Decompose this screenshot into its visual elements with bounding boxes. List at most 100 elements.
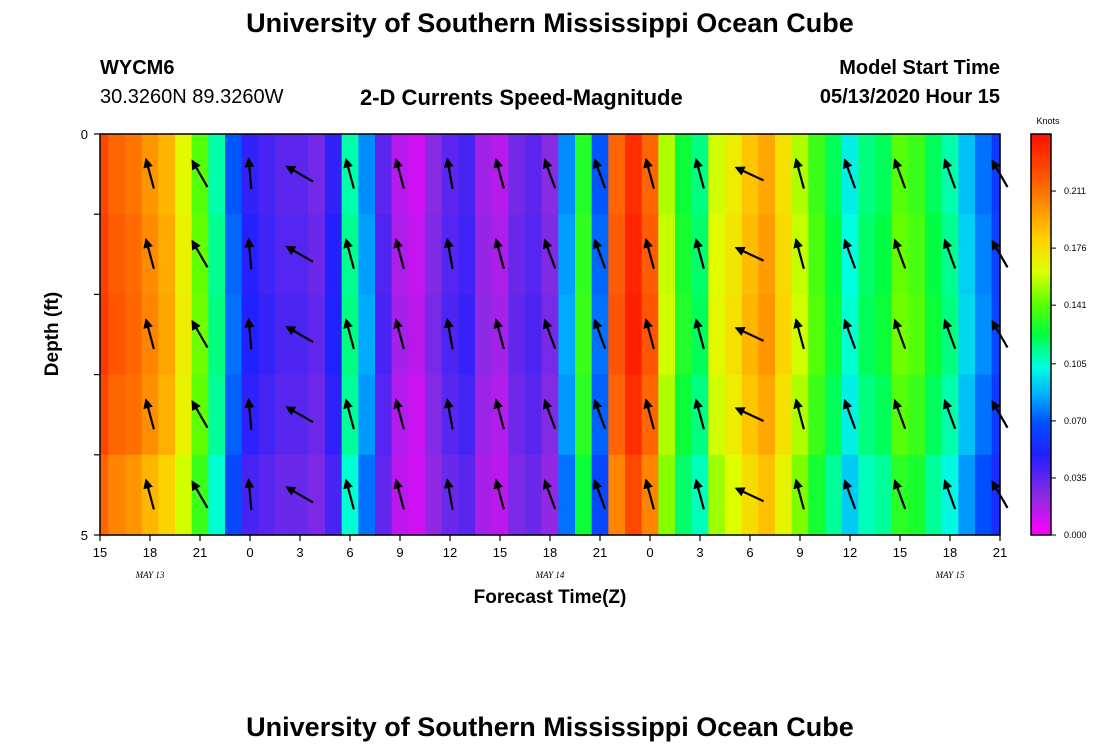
heatmap-cell [625, 214, 643, 295]
current-vector-arrow [942, 318, 957, 349]
heatmap-cell [625, 374, 643, 456]
heatmap-cell [575, 374, 593, 456]
heatmap-cell [775, 454, 793, 536]
heatmap-cell [808, 454, 826, 536]
heatmap-cell [925, 294, 943, 376]
current-vector-arrow [793, 398, 805, 430]
heatmap-cell [208, 294, 226, 376]
heatmap-cell [925, 214, 943, 295]
heatmap-cell [100, 454, 109, 536]
heatmap-cell [758, 214, 776, 295]
heatmap-cell [100, 374, 109, 456]
heatmap-cell [175, 374, 193, 456]
heatmap-cell [425, 134, 443, 215]
colorbar-tick-label: 0.176 [1064, 243, 1087, 253]
current-vector-arrow [493, 157, 505, 189]
heatmap-cell [275, 374, 293, 456]
heatmap-cell [958, 134, 976, 215]
current-vector-arrow [393, 398, 405, 430]
heatmap-cell [108, 134, 126, 215]
current-vector-arrow [143, 318, 155, 350]
heatmap-cell [908, 374, 926, 456]
heatmap-cell [675, 374, 693, 456]
colorbar-title: Knots [1036, 116, 1060, 126]
heatmap-cell [625, 134, 643, 215]
x-tick-label: 18 [143, 545, 157, 560]
current-vector-arrow [734, 487, 765, 503]
heatmap-cell [508, 454, 526, 536]
heatmap-cell [100, 134, 109, 215]
heatmap-cell [608, 294, 626, 376]
heatmap-cell [308, 374, 326, 456]
y-tick-label: 5 [81, 528, 88, 543]
heatmap-cell [991, 134, 1001, 215]
heatmap-cell [475, 134, 493, 215]
current-vector-arrow [693, 318, 705, 350]
heatmap-cell [275, 134, 293, 215]
current-vector-arrow [443, 397, 454, 430]
heatmap-cell [558, 214, 576, 295]
current-vector-arrow [443, 478, 454, 510]
heatmap-cell [125, 294, 143, 376]
current-vector-arrow [892, 398, 907, 430]
current-vector-arrow [191, 399, 209, 429]
heatmap-cell [508, 134, 526, 215]
heatmap-cell [475, 374, 493, 456]
heatmap-cell [808, 294, 826, 376]
heatmap-cell [675, 134, 693, 215]
current-vector-arrow [693, 237, 705, 270]
current-vector-arrow [942, 398, 957, 430]
heatmap-cell [525, 294, 543, 376]
heatmap-cell [425, 214, 443, 295]
heatmap-cell [425, 374, 443, 456]
x-tick-label: 15 [93, 545, 107, 560]
heatmap-cell [775, 134, 793, 215]
heatmap-cell [658, 294, 676, 376]
heatmap-cell [725, 454, 743, 536]
heatmap-cell [158, 214, 176, 295]
current-vector-arrow [393, 157, 405, 189]
heatmap-cell [175, 454, 193, 536]
current-vector-arrow [793, 478, 805, 510]
heatmap-cell [308, 134, 326, 215]
heatmap-cell [775, 294, 793, 376]
heatmap-cell [408, 454, 426, 536]
heatmap-cell [375, 294, 393, 376]
current-vector-arrow [343, 157, 355, 189]
heatmap-cell [108, 294, 126, 376]
date-label: MAY 14 [535, 570, 565, 580]
current-vector-arrow [842, 158, 857, 189]
current-vector-arrow [643, 318, 655, 350]
heatmap-cell [658, 374, 676, 456]
current-vector-arrow [842, 318, 857, 349]
heatmap-cell [325, 134, 343, 215]
current-vector-arrow [393, 318, 405, 350]
current-vector-arrow [285, 326, 314, 343]
heatmap-cell [708, 374, 726, 456]
current-vector-arrow [493, 398, 505, 430]
heatmap-cell [175, 214, 193, 295]
heatmap-cell [475, 214, 493, 295]
heatmap-cell [858, 214, 876, 295]
heatmap-cell [725, 294, 743, 376]
current-vector-arrow [244, 477, 255, 510]
heatmap-cell [975, 134, 993, 215]
heatmap-cell [408, 134, 426, 215]
heatmap-cell [475, 454, 493, 536]
current-vector-arrow [592, 238, 607, 269]
heatmap-cell [325, 454, 343, 536]
heatmap-cell [325, 374, 343, 456]
model-start-label: Model Start Time [839, 57, 1000, 79]
current-vector-arrow [542, 478, 557, 510]
heatmap-cell [958, 454, 976, 536]
colorbar-tick-label: 0.070 [1064, 416, 1087, 426]
current-vector-arrow [793, 318, 805, 350]
current-vector-arrow [542, 238, 557, 269]
heatmap-cell [875, 294, 893, 376]
heatmap-cell [358, 294, 376, 376]
heatmap-cell [625, 294, 643, 376]
heatmap-cell [825, 454, 843, 536]
current-vector-arrow [285, 486, 314, 504]
heatmap-cell [158, 294, 176, 376]
